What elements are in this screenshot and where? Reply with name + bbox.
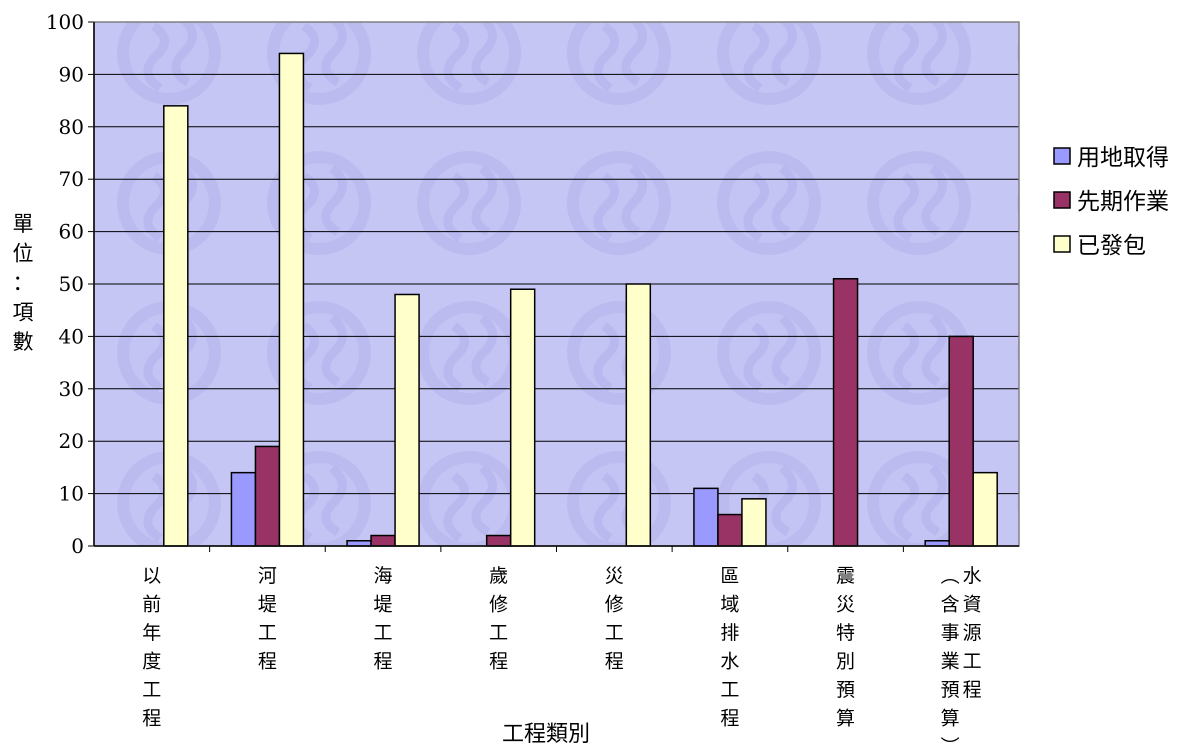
legend-label: 先期作業 <box>1077 189 1169 215</box>
bar-用地取得-水資源工程（含事業預算） <box>924 540 950 547</box>
bar-已發包-歲修工程 <box>509 288 536 547</box>
y-tick-label: 20 <box>59 429 84 453</box>
bar-已發包-河堤工程 <box>278 52 305 547</box>
bar-先期作業-河堤工程 <box>254 445 281 547</box>
bar-先期作業-海堤工程 <box>370 534 396 547</box>
bar-用地取得-區域排水工程 <box>693 487 719 547</box>
x-tick-label: 災修工程 <box>605 565 624 673</box>
bar-已發包-水資源工程（含事業預算） <box>972 471 998 547</box>
y-tick-label: 0 <box>71 534 84 558</box>
legend-label: 已發包 <box>1077 233 1146 259</box>
y-tick-label: 60 <box>59 220 84 244</box>
bar-先期作業-震災特別預算 <box>832 278 859 547</box>
y-axis-label: 單位：項數 <box>13 212 34 354</box>
bar-先期作業-歲修工程 <box>485 534 512 547</box>
y-tick-label: 100 <box>46 10 84 34</box>
y-tick-label: 70 <box>59 167 84 191</box>
bar-已發包-海堤工程 <box>394 293 420 547</box>
x-tick-label: 水資源工程 <box>963 565 982 701</box>
x-tick-label: ︵含事業預算︶ <box>941 565 960 747</box>
y-tick-label: 50 <box>59 272 84 296</box>
x-tick-label: 歲修工程 <box>489 565 508 673</box>
bar-已發包-以前年度工程 <box>163 105 189 547</box>
bar-先期作業-水資源工程（含事業預算） <box>948 335 974 547</box>
x-tick-label: 海堤工程 <box>374 565 393 673</box>
x-tick-label: 區域排水工程 <box>720 565 739 730</box>
y-tick-label: 30 <box>59 377 84 401</box>
x-tick-label: 震災特別預算 <box>836 565 855 730</box>
legend-swatch <box>1053 191 1071 209</box>
x-tick-label: 河堤工程 <box>258 565 277 673</box>
x-tick-label: 以前年度工程 <box>142 565 161 730</box>
gridlines <box>94 21 1019 495</box>
y-tick-labels: 0 10 20 30 40 50 60 70 80 90 100 <box>46 10 84 558</box>
legend-swatch <box>1053 147 1071 165</box>
y-tick-label: 90 <box>59 62 84 86</box>
bar-用地取得-海堤工程 <box>346 540 372 547</box>
y-tick-label: 10 <box>59 482 84 506</box>
legend-label: 用地取得 <box>1077 145 1169 171</box>
y-tick-label: 80 <box>59 115 84 139</box>
x-tick-labels: 以前年度工程 河堤工程 海堤工程 歲修工程 災修工程 區域排水工程 震災特別預算 ︵含事業預算… <box>142 565 982 751</box>
bar-用地取得-河堤工程 <box>230 471 257 547</box>
y-tick-label: 40 <box>59 324 84 348</box>
legend-swatch <box>1053 235 1071 253</box>
bar-先期作業-區域排水工程 <box>717 513 743 547</box>
bar-已發包-災修工程 <box>625 283 652 547</box>
bar-已發包-區域排水工程 <box>741 498 767 547</box>
axes <box>88 21 1020 552</box>
y-axis-label-text: 單位：項數 <box>13 212 34 354</box>
x-axis-label: 工程類別 <box>502 722 590 747</box>
